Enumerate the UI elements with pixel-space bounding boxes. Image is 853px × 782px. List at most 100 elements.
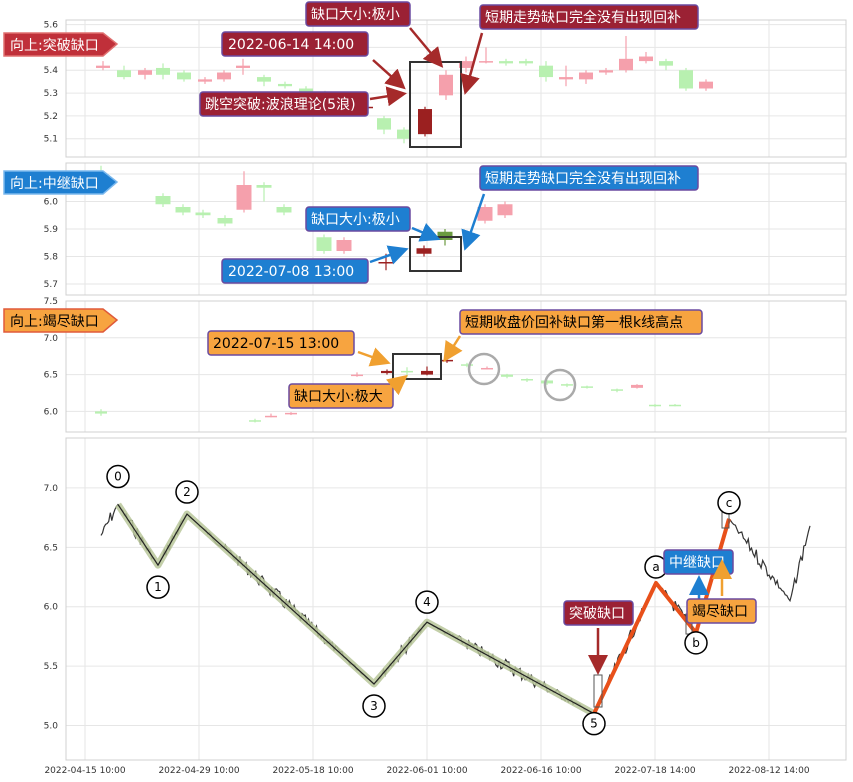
candle-body <box>236 185 252 210</box>
candle-body <box>236 65 250 68</box>
candle <box>418 106 432 137</box>
candle-body <box>579 72 593 80</box>
candle-body <box>561 384 573 386</box>
callout-no-fill: 短期走势缺口完全没有出现回补 <box>460 4 699 95</box>
grid-lines: 5.75.85.96.06.1 <box>44 163 846 295</box>
candle-body <box>256 185 272 188</box>
candle <box>285 412 297 416</box>
candle-body <box>249 420 261 422</box>
candle <box>198 77 212 84</box>
candle <box>421 366 433 376</box>
candle <box>699 79 713 91</box>
candle-body <box>336 240 352 251</box>
callout-datetime: 2022-06-14 14:00 <box>221 31 406 90</box>
candle-body <box>278 83 292 87</box>
candle-body <box>669 404 681 407</box>
y-tick-label: 5.5 <box>44 662 58 672</box>
candle <box>381 369 393 375</box>
x-tick-label: 2022-04-29 10:00 <box>158 766 239 776</box>
breakaway-annotation-text: 突破缺口 <box>569 606 625 622</box>
candle-body <box>581 386 593 388</box>
candle <box>561 383 573 388</box>
candle-body <box>599 70 613 73</box>
panel-frame <box>65 19 847 158</box>
wave-point-5: 5 <box>582 711 606 736</box>
candle <box>539 61 553 82</box>
candle-body <box>416 248 432 254</box>
candle <box>416 245 432 257</box>
wave-point-label: 2 <box>183 485 191 499</box>
candle-body <box>539 65 553 78</box>
candle-body <box>177 72 191 80</box>
candle <box>579 70 593 84</box>
panel-frame <box>65 300 847 433</box>
wave-point-circle <box>415 590 439 614</box>
wave-line-panel: 5.0 5.5 6.0 6.5 7.0 0 1 2 3 4 5 a b c 突破缺口 中继缺口 竭尽缺口… <box>44 437 847 776</box>
candle <box>265 413 277 418</box>
panel-frame <box>65 162 847 296</box>
wave-point-label: 1 <box>154 580 162 594</box>
candle-body <box>521 379 533 381</box>
candle-body <box>117 70 131 78</box>
candle <box>439 70 453 100</box>
candle-body <box>156 67 170 75</box>
candle <box>541 379 553 385</box>
candle <box>619 35 633 73</box>
candle <box>278 81 292 89</box>
candle-body <box>378 262 394 264</box>
candle-body <box>217 218 233 224</box>
candle-body <box>477 207 493 221</box>
candle <box>377 115 391 135</box>
candle <box>249 418 261 423</box>
candle-body <box>479 61 493 63</box>
callout-datetime-text: 2022-06-14 14:00 <box>228 37 354 53</box>
callout-gap-size: 缺口大小:极大 <box>288 374 408 409</box>
candle-body <box>351 374 363 377</box>
callout-wave-theory: 跳空突破:波浪理论(5浪) <box>199 86 407 117</box>
breakaway-annotation: 突破缺口 <box>563 600 634 675</box>
candle <box>256 182 272 202</box>
candle <box>479 47 493 64</box>
candle <box>236 58 250 75</box>
candle <box>95 409 107 416</box>
panel-tag: 向上:突破缺口 <box>3 32 119 57</box>
candle <box>195 209 211 218</box>
gap-highlight-box <box>392 353 442 380</box>
y-tick-label: 5.1 <box>44 135 58 145</box>
y-tick-label: 6.5 <box>44 371 58 381</box>
wave-point-0: 0 <box>106 464 130 489</box>
candle-body <box>299 88 313 94</box>
candle-body <box>276 207 292 213</box>
y-tick-label: 6.0 <box>44 603 59 613</box>
candle <box>521 378 533 382</box>
candle <box>501 373 513 379</box>
candle <box>499 58 513 66</box>
wave-line <box>117 504 595 715</box>
candle <box>401 367 413 378</box>
wave-point-label: 3 <box>370 699 378 713</box>
candle-body <box>497 204 513 216</box>
candle-body <box>198 79 212 82</box>
candle <box>316 234 332 254</box>
wave-point-circle <box>684 631 708 655</box>
callout-no-fill: 短期走势缺口完全没有出现回补 <box>461 165 699 251</box>
y-tick-label: 6.0 <box>44 407 59 417</box>
callout-no-fill-text: 短期走势缺口完全没有出现回补 <box>485 9 681 26</box>
wave-glow <box>115 502 596 717</box>
panel-tag: 向上:竭尽缺口 <box>3 308 119 333</box>
candle-body <box>418 109 432 135</box>
candle <box>631 384 643 389</box>
gap-fill-circle <box>467 352 501 386</box>
candles <box>96 35 713 144</box>
candle <box>461 362 473 368</box>
candle-body <box>679 70 693 89</box>
runaway-gap-panel: 5.75.85.96.06.1 向上:中继缺口 缺口大小:极小 短期走势缺口完全… <box>3 162 847 296</box>
candle <box>336 237 352 254</box>
callout-gap-size-text: 缺口大小:极小 <box>311 212 400 228</box>
callout-datetime-text: 2022-07-08 13:00 <box>228 264 354 280</box>
x-tick-label: 2022-07-18 14:00 <box>614 766 695 776</box>
candle <box>519 58 533 66</box>
candle-body <box>441 359 453 362</box>
wave-point-label: b <box>692 636 700 650</box>
